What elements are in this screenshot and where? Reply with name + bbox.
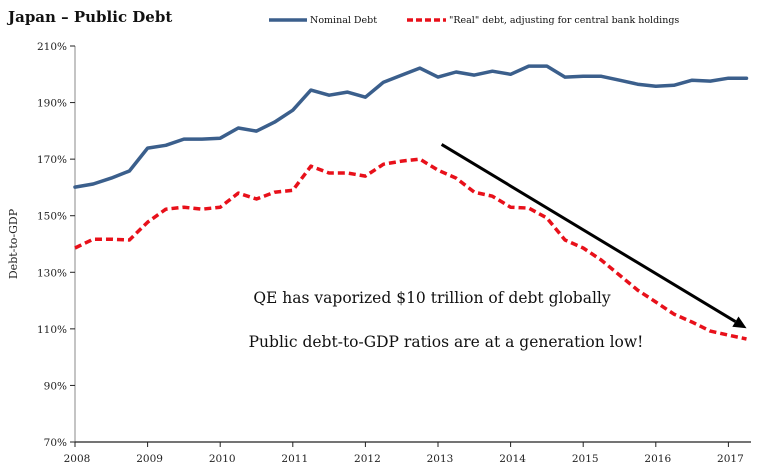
y-tick-label: 150% bbox=[37, 211, 67, 223]
y-tick-label: 90% bbox=[44, 380, 67, 392]
x-tick-label: 2008 bbox=[64, 453, 91, 465]
legend: Nominal Debt "Real" debt, adjusting for … bbox=[269, 15, 679, 26]
y-tick-label: 170% bbox=[37, 154, 67, 166]
y-tick-label: 70% bbox=[44, 437, 67, 449]
y-axis-label: Debt-to-GDP bbox=[7, 208, 20, 279]
y-tick-label: 130% bbox=[37, 267, 67, 279]
x-tick-label: 2017 bbox=[717, 453, 744, 465]
x-tick-label: 2011 bbox=[281, 453, 308, 465]
chart-title: Japan – Public Debt bbox=[6, 8, 172, 26]
annotation-qe: QE has vaporized $10 trillion of debt gl… bbox=[253, 289, 611, 307]
series-layer bbox=[73, 64, 749, 341]
x-tick-label: 2012 bbox=[354, 453, 381, 465]
annotation-generation-low: Public debt-to-GDP ratios are at a gener… bbox=[249, 333, 644, 351]
series-line-nominal bbox=[73, 64, 749, 189]
series-line-real bbox=[74, 157, 747, 341]
y-tick-label: 190% bbox=[37, 98, 67, 110]
legend-item-real: "Real" debt, adjusting for central bank … bbox=[407, 15, 679, 26]
y-tick-label: 210% bbox=[37, 41, 67, 53]
y-tick-label: 110% bbox=[37, 324, 67, 336]
legend-item-nominal: Nominal Debt bbox=[269, 15, 377, 26]
x-axis: 2008 2009 2010 2011 2012 2013 2014 2015 2016 2017 bbox=[64, 441, 751, 465]
y-axis: 70% 90% 110% 130% 150% 170% 190% 210% bbox=[37, 41, 76, 449]
x-tick-label: 2015 bbox=[572, 453, 599, 465]
trend-arrow-head bbox=[732, 316, 747, 329]
x-tick-label: 2009 bbox=[136, 453, 163, 465]
trend-arrow-line bbox=[440, 143, 737, 323]
x-tick-label: 2016 bbox=[644, 453, 671, 465]
legend-label-real: "Real" debt, adjusting for central bank … bbox=[449, 15, 679, 26]
x-tick-label: 2010 bbox=[209, 453, 236, 465]
x-tick-label: 2013 bbox=[427, 453, 454, 465]
trend-arrow bbox=[440, 143, 747, 329]
legend-label-nominal: Nominal Debt bbox=[310, 15, 377, 26]
x-tick-label: 2014 bbox=[499, 453, 526, 465]
